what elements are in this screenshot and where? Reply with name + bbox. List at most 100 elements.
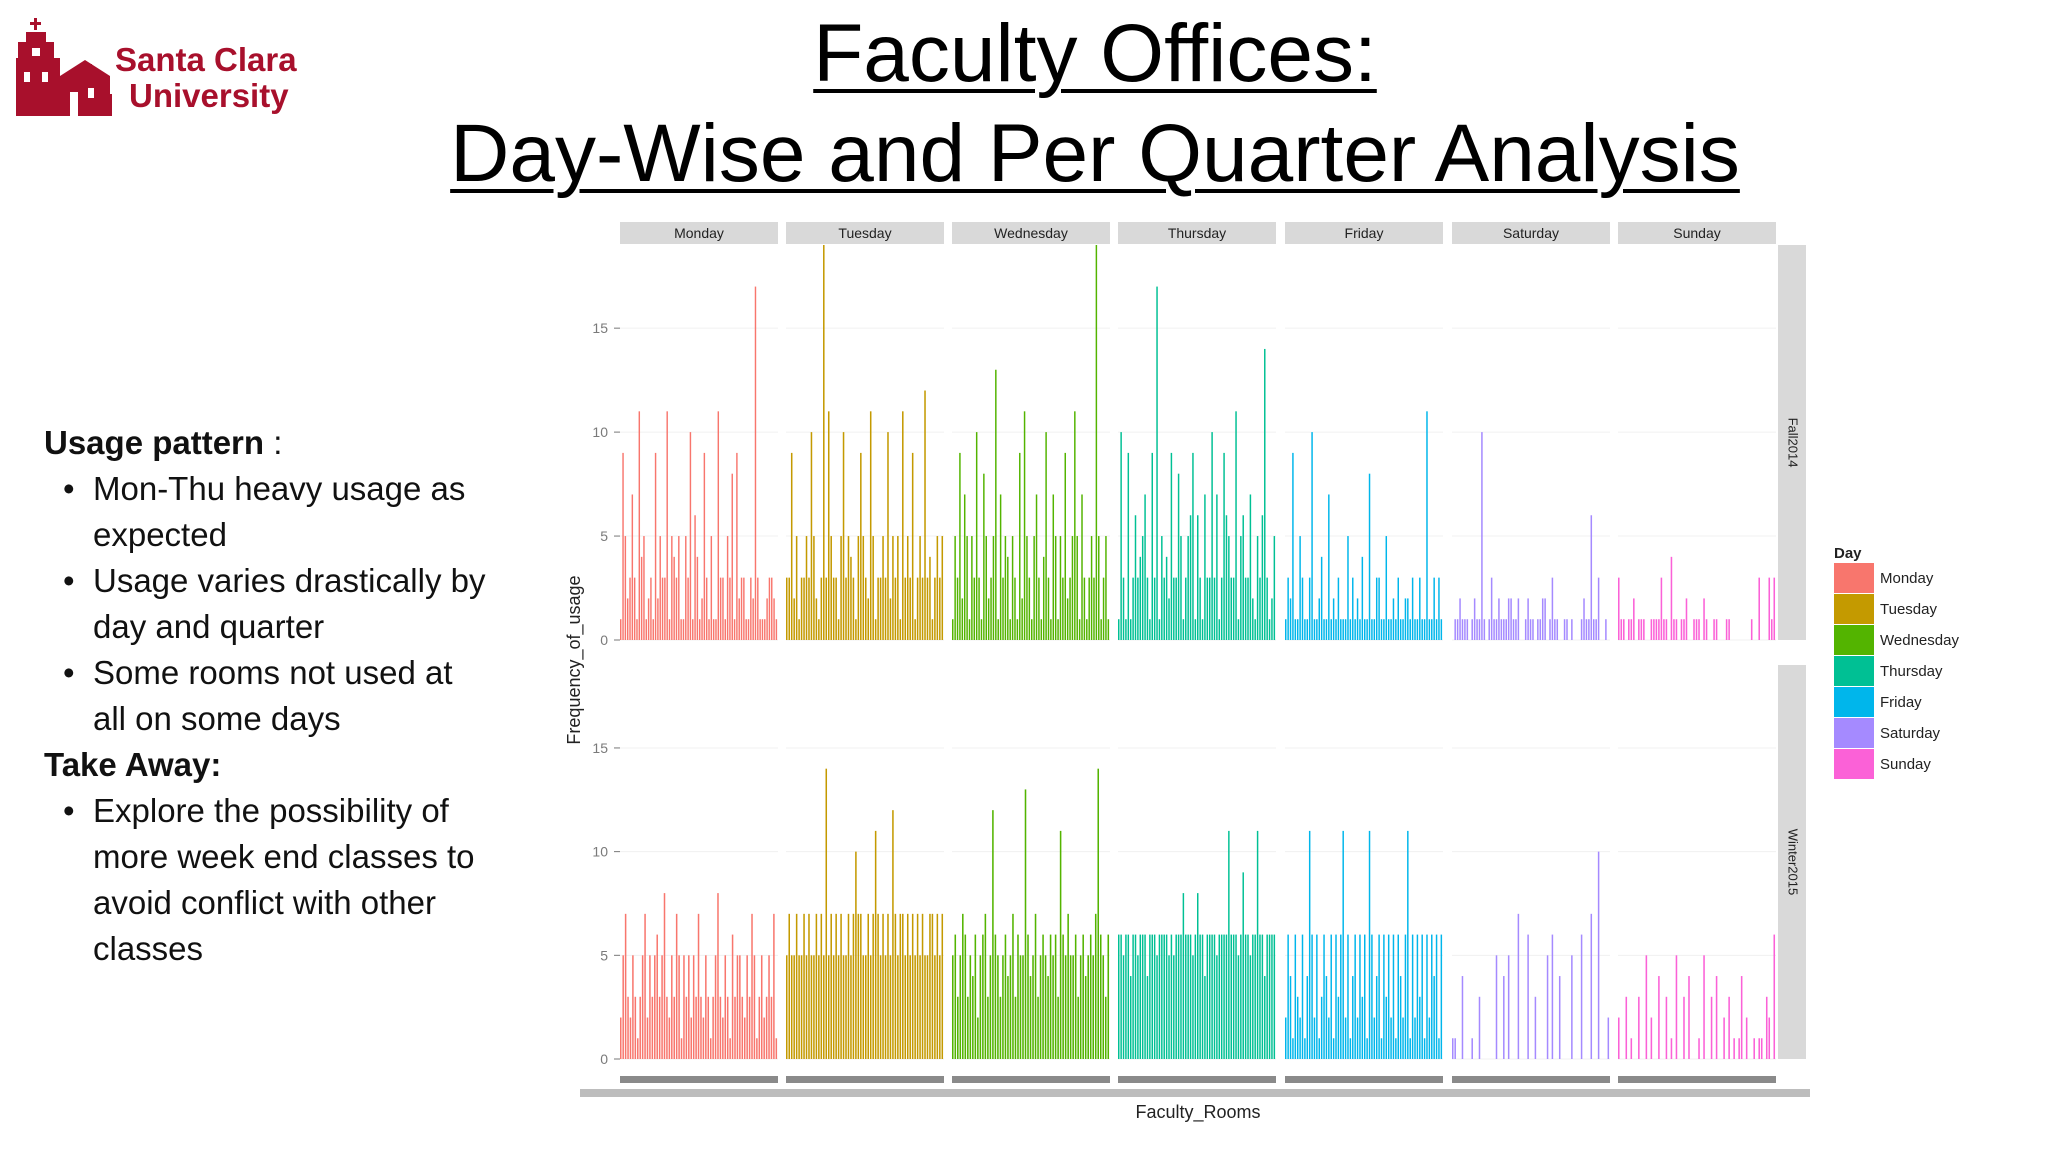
bar xyxy=(889,598,892,640)
bar xyxy=(1773,934,1776,1059)
bar xyxy=(1064,955,1067,1059)
bar xyxy=(879,577,882,640)
bar xyxy=(683,955,685,1059)
bar xyxy=(668,619,671,640)
bar xyxy=(1062,934,1064,1059)
bar xyxy=(1640,619,1643,640)
bar xyxy=(1144,934,1146,1059)
bar xyxy=(1134,934,1137,1059)
bar xyxy=(1544,598,1546,640)
panel-background xyxy=(1452,665,1610,1059)
bar xyxy=(1352,976,1354,1059)
bar xyxy=(992,810,994,1059)
bar xyxy=(1019,955,1022,1059)
bar xyxy=(1266,577,1268,640)
bar xyxy=(639,996,641,1059)
bar xyxy=(731,934,734,1059)
y-axis-title: Frequency_of_usage xyxy=(564,575,585,744)
bar xyxy=(835,913,837,1059)
row-strip-label: Winter2015 xyxy=(1786,829,1801,895)
bar xyxy=(695,996,697,1059)
bar xyxy=(1428,619,1431,640)
column-strip-label: Sunday xyxy=(1673,225,1720,241)
panel-background xyxy=(1618,245,1776,640)
bar xyxy=(954,536,956,640)
bar xyxy=(1301,577,1304,640)
bar xyxy=(1590,515,1593,640)
bar xyxy=(1438,577,1440,640)
bar xyxy=(840,913,842,1059)
bar xyxy=(989,955,992,1059)
bar xyxy=(1240,536,1242,640)
bar xyxy=(1507,598,1510,640)
bar xyxy=(1042,556,1045,640)
bar xyxy=(1392,934,1395,1059)
bar xyxy=(1433,976,1435,1059)
bar xyxy=(1287,934,1289,1059)
bar xyxy=(1064,452,1066,640)
bar xyxy=(1039,955,1042,1059)
bar xyxy=(733,619,736,640)
bar xyxy=(810,432,813,640)
bar xyxy=(1125,619,1127,640)
bar xyxy=(954,934,957,1059)
y-tick-label: 0 xyxy=(600,632,608,648)
bar xyxy=(1292,452,1294,640)
bar xyxy=(984,913,987,1059)
bar xyxy=(1158,934,1161,1059)
bar xyxy=(624,913,627,1059)
bar xyxy=(1304,1038,1306,1059)
bar xyxy=(1745,1017,1748,1059)
bar xyxy=(800,577,803,640)
bar xyxy=(729,577,731,640)
panel-background xyxy=(1618,665,1776,1059)
legend-swatch xyxy=(1834,625,1874,655)
bar xyxy=(1163,577,1165,640)
bar xyxy=(1399,976,1402,1059)
bar xyxy=(1505,619,1507,640)
bar xyxy=(1261,934,1264,1059)
usage-colon: : xyxy=(264,424,283,461)
bar xyxy=(1139,934,1142,1059)
bar xyxy=(1399,619,1402,640)
bar xyxy=(884,955,887,1059)
bar xyxy=(1725,619,1728,640)
bar xyxy=(1273,536,1276,640)
bar xyxy=(1175,934,1177,1059)
column-strip-label: Thursday xyxy=(1168,225,1226,241)
bar xyxy=(985,536,987,640)
bar xyxy=(1378,577,1380,640)
bar xyxy=(1688,976,1690,1059)
bar xyxy=(902,411,904,640)
bar xyxy=(1054,536,1057,640)
bar xyxy=(979,955,982,1059)
bar xyxy=(1359,619,1361,640)
bar xyxy=(867,913,869,1059)
bar xyxy=(1134,515,1137,640)
bar xyxy=(1047,577,1050,640)
bar xyxy=(1313,619,1316,640)
bar xyxy=(1387,934,1390,1059)
takeaway-line-2: more week end classes to xyxy=(93,838,475,875)
bar xyxy=(963,494,966,640)
bar xyxy=(1478,619,1481,640)
bar xyxy=(1768,577,1771,640)
bar xyxy=(729,1038,731,1059)
bar xyxy=(1500,619,1503,640)
bar xyxy=(786,955,788,1059)
bar xyxy=(1658,619,1660,640)
bar xyxy=(1347,934,1349,1059)
bar xyxy=(1352,577,1354,640)
bar xyxy=(647,598,650,640)
bar xyxy=(1373,1017,1376,1059)
bar xyxy=(1532,619,1534,640)
bar xyxy=(654,955,656,1059)
bar xyxy=(1149,619,1151,640)
bar xyxy=(1256,830,1259,1059)
bar xyxy=(1507,955,1510,1059)
bar xyxy=(1698,1038,1700,1059)
bar xyxy=(830,913,832,1059)
bar xyxy=(752,598,754,640)
bar xyxy=(1009,955,1012,1059)
bar xyxy=(987,598,990,640)
